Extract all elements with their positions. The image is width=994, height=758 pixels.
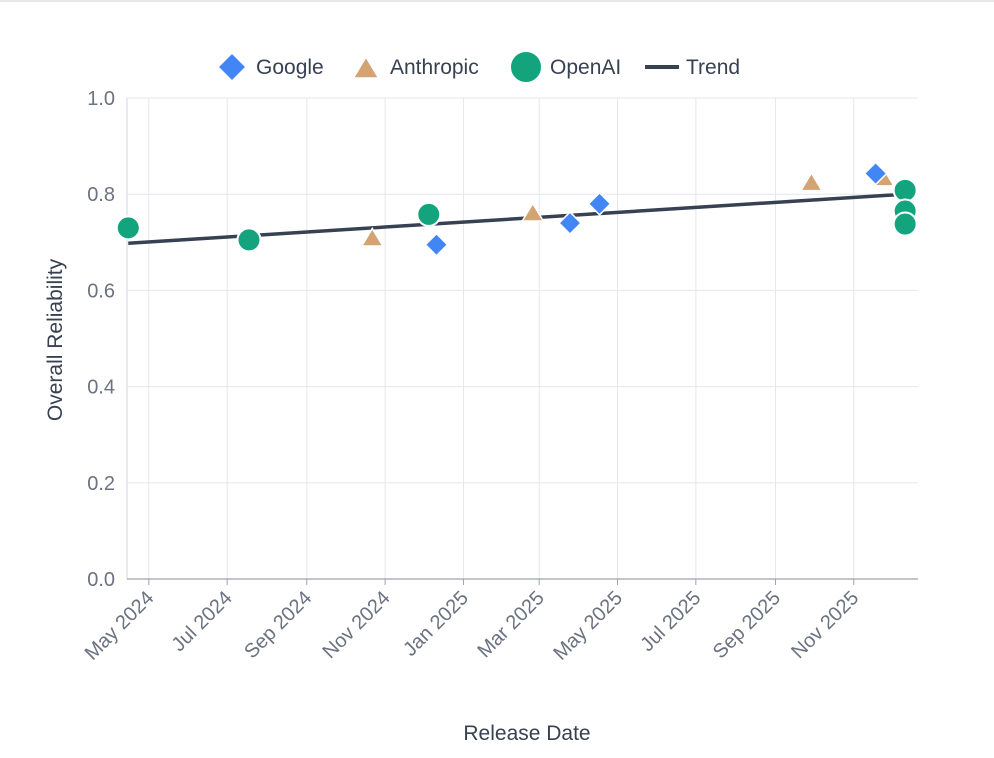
y-tick-label: 0.6 [87, 280, 115, 302]
anthropic-point [520, 201, 545, 222]
x-tick-labels: May 2024 Jul 2024 Sep 2024 Nov 2024 Jan 2025… [81, 587, 864, 665]
openai-point [115, 215, 141, 241]
y-axis-title: Overall Reliability [44, 258, 67, 421]
x-tick-label: Mar 2025 [473, 587, 548, 662]
anthropic-point [360, 226, 385, 247]
openai-point [892, 211, 918, 237]
openai-point [416, 201, 442, 227]
grid-lines [127, 97, 918, 580]
y-tick-labels: 0.0 0.2 0.4 0.6 0.8 1.0 [87, 88, 115, 591]
x-tick-label: Jul 2025 [636, 587, 705, 656]
y-tick-label: 0.4 [87, 377, 115, 399]
y-tick-label: 0.2 [87, 473, 115, 495]
x-tick-label: Jul 2024 [168, 587, 237, 656]
x-axis-title: Release Date [463, 722, 590, 745]
legend-label-openai: OpenAI [550, 56, 621, 79]
openai-point [236, 227, 262, 253]
x-tick-label: May 2025 [549, 587, 627, 665]
y-tick-label: 0.8 [87, 184, 115, 206]
x-tick-label: Nov 2024 [319, 587, 395, 663]
google-point [424, 232, 449, 257]
legend-google-icon [216, 51, 248, 83]
x-tick-label: Sep 2025 [709, 587, 785, 663]
legend-anthropic-icon [352, 55, 380, 79]
anthropic-point [799, 171, 824, 192]
x-tick-label: Jan 2025 [399, 587, 473, 661]
legend-label-trend: Trend [686, 56, 740, 79]
x-tick-label: May 2024 [81, 587, 159, 665]
legend-label-anthropic: Anthropic [390, 56, 479, 79]
legend-label-google: Google [256, 56, 324, 79]
x-tick-label: Sep 2024 [240, 587, 316, 663]
legend[interactable]: Google Anthropic OpenAI Trend [216, 50, 740, 84]
openai-point [892, 177, 918, 203]
data-points [115, 161, 918, 257]
axes [126, 98, 918, 585]
legend-openai-icon [509, 50, 543, 84]
google-point [557, 210, 583, 236]
google-point [587, 191, 612, 216]
x-tick-label: Nov 2025 [787, 587, 863, 663]
y-tick-label: 1.0 [87, 88, 115, 110]
google-point [863, 161, 888, 186]
y-tick-label: 0.0 [87, 569, 115, 591]
top-divider [0, 0, 994, 2]
